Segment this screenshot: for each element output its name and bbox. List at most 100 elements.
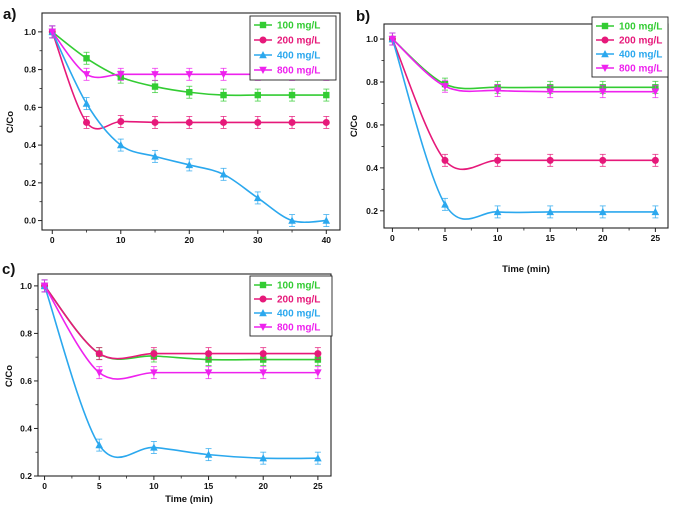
data-point bbox=[322, 216, 331, 224]
x-tick-label: 10 bbox=[116, 235, 126, 245]
y-tick-label: 1.0 bbox=[24, 27, 36, 37]
legend-marker bbox=[259, 51, 267, 59]
legend-marker bbox=[259, 295, 267, 303]
data-point bbox=[220, 118, 228, 126]
data-point bbox=[150, 369, 158, 377]
data-point bbox=[599, 156, 607, 164]
legend-label: 100 mg/L bbox=[277, 281, 320, 292]
x-tick-label: 40 bbox=[322, 235, 332, 245]
data-point bbox=[259, 369, 268, 377]
data-point bbox=[83, 118, 91, 126]
data-point bbox=[494, 156, 502, 164]
x-tick-label: 15 bbox=[204, 481, 214, 491]
data-point bbox=[185, 118, 193, 126]
data-point bbox=[186, 89, 193, 96]
plot-frame bbox=[383, 23, 669, 229]
panel-a: 0 10 20 30 40 0.0 0.2 0.4 0.6 0.8 1.0 a) C/Co 100 mg/… bbox=[3, 6, 341, 245]
data-point bbox=[314, 350, 322, 358]
y-tick-label: 0.6 bbox=[20, 376, 32, 386]
series-400-mg-l bbox=[48, 25, 331, 228]
legend-label: 400 mg/L bbox=[619, 50, 662, 61]
x-tick-label: 5 bbox=[443, 233, 448, 243]
data-point bbox=[288, 118, 296, 126]
legend-marker bbox=[601, 22, 609, 30]
x-tick-label: 25 bbox=[651, 233, 661, 243]
plot-frame bbox=[41, 12, 341, 231]
data-point bbox=[151, 152, 159, 160]
series-800-mg-l bbox=[40, 279, 322, 380]
legend: 100 mg/L 200 mg/L 400 mg/L 800 mg/L bbox=[249, 275, 333, 337]
data-point bbox=[253, 193, 262, 202]
data-point bbox=[95, 350, 103, 358]
data-point bbox=[150, 350, 158, 358]
data-point bbox=[323, 91, 330, 99]
plot-frame bbox=[37, 273, 332, 477]
legend-marker bbox=[601, 50, 609, 58]
x-tick-label: 10 bbox=[493, 233, 503, 243]
x-tick-label: 5 bbox=[97, 481, 102, 491]
data-point bbox=[441, 200, 449, 208]
x-axis-title: Time (min) bbox=[165, 494, 213, 505]
legend-marker bbox=[259, 66, 267, 74]
data-point bbox=[116, 141, 125, 149]
legend-marker bbox=[259, 36, 267, 44]
y-axis-title: C/Co bbox=[5, 111, 16, 133]
y-tick-label: 0.2 bbox=[20, 471, 32, 481]
data-point bbox=[48, 28, 57, 36]
data-point bbox=[388, 35, 397, 44]
panel-label: b) bbox=[356, 8, 370, 25]
data-point bbox=[598, 88, 607, 96]
y-tick-label: 0.6 bbox=[24, 102, 36, 112]
data-point bbox=[204, 369, 213, 377]
legend-label: 200 mg/L bbox=[619, 36, 662, 47]
y-tick-label: 1.0 bbox=[20, 281, 32, 291]
data-point bbox=[322, 118, 330, 126]
y-tick-label: 0.4 bbox=[366, 163, 378, 173]
legend-marker bbox=[259, 281, 267, 289]
data-point bbox=[95, 441, 104, 449]
data-point bbox=[254, 91, 261, 99]
legend-label: 200 mg/L bbox=[277, 36, 320, 47]
data-point bbox=[40, 282, 49, 290]
legend: 100 mg/L 200 mg/L 400 mg/L 800 mg/L bbox=[591, 16, 669, 78]
y-tick-label: 0.6 bbox=[366, 120, 378, 130]
legend-label: 100 mg/L bbox=[277, 21, 320, 32]
y-tick-label: 0.2 bbox=[24, 178, 36, 188]
data-point bbox=[151, 83, 159, 90]
legend-label: 800 mg/L bbox=[277, 66, 320, 77]
y-tick-label: 0.4 bbox=[20, 423, 32, 433]
x-tick-label: 30 bbox=[253, 235, 263, 245]
data-point bbox=[651, 156, 659, 164]
data-point bbox=[259, 350, 267, 358]
x-axis-title: Time (min) bbox=[502, 264, 550, 275]
y-tick-label: 0.8 bbox=[24, 65, 36, 75]
data-point bbox=[95, 369, 104, 377]
data-point bbox=[185, 71, 194, 79]
series-line bbox=[391, 38, 656, 93]
x-tick-label: 20 bbox=[185, 235, 195, 245]
data-point bbox=[117, 118, 125, 125]
data-point bbox=[493, 207, 502, 216]
data-point bbox=[441, 83, 449, 91]
data-point bbox=[546, 88, 554, 96]
data-point bbox=[546, 156, 554, 164]
legend-marker bbox=[259, 21, 267, 29]
data-point bbox=[219, 71, 228, 79]
x-tick-label: 0 bbox=[42, 481, 47, 491]
series-200-mg-l bbox=[48, 25, 330, 130]
legend-marker bbox=[259, 323, 267, 331]
x-tick-label: 0 bbox=[50, 235, 55, 245]
legend-marker bbox=[259, 309, 267, 317]
data-point bbox=[493, 87, 502, 95]
legend-marker bbox=[601, 64, 609, 72]
x-tick-label: 20 bbox=[598, 233, 608, 243]
data-point bbox=[116, 71, 125, 79]
y-axis-title: C/Co bbox=[349, 115, 360, 137]
data-point bbox=[651, 88, 660, 96]
data-point bbox=[651, 207, 660, 216]
data-point bbox=[204, 450, 213, 458]
panel-label: c) bbox=[2, 261, 15, 278]
data-point bbox=[288, 91, 296, 99]
y-tick-label: 0.8 bbox=[366, 77, 378, 87]
